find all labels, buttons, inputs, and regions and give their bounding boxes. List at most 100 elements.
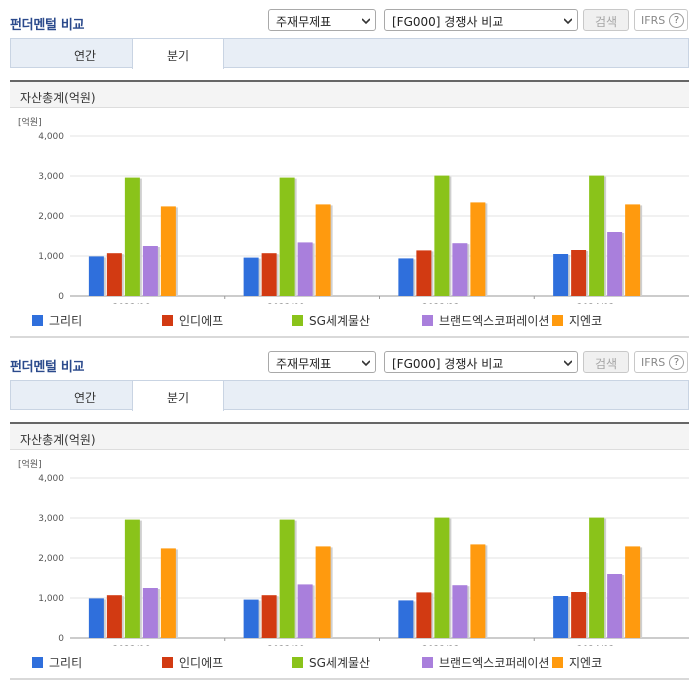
bar xyxy=(398,258,414,296)
bar xyxy=(398,600,414,638)
tab-annual[interactable]: 연간 xyxy=(73,49,97,63)
bar xyxy=(243,599,259,638)
x-tick-label: 2024/03 xyxy=(577,303,614,304)
bar xyxy=(160,206,176,296)
panel-title: 펀더멘털 비교 xyxy=(10,18,85,33)
legend-item[interactable]: 인디에프 xyxy=(162,654,223,671)
bar xyxy=(160,548,176,638)
bar xyxy=(607,574,623,638)
legend-swatch xyxy=(422,315,433,326)
bar xyxy=(571,592,587,638)
bar xyxy=(452,243,468,296)
bar-chart-svg: [억원] 0 1,000 2,000 3,000 4,000 2023/06 2023/09 2… xyxy=(18,116,689,304)
legend-label: 지엔코 xyxy=(569,314,603,328)
bar xyxy=(297,242,313,296)
bar xyxy=(625,546,641,638)
legend-item[interactable]: 브랜드엑스코퍼레이션 xyxy=(422,654,549,671)
bar xyxy=(589,175,605,296)
legend-swatch xyxy=(292,315,303,326)
topic-select[interactable]: 주재무제표 xyxy=(268,351,376,373)
topic-select-value: 주재무제표 xyxy=(276,15,332,29)
legend-item[interactable]: 지엔코 xyxy=(552,654,602,671)
y-tick-label: 2,000 xyxy=(38,554,64,564)
legend-label: 브랜드엑스코퍼레이션 xyxy=(439,656,550,670)
legend-label: SG세계물산 xyxy=(309,656,371,670)
bar xyxy=(470,544,486,638)
chart-title: 자산총계(억원) xyxy=(10,80,689,108)
tab-annual[interactable]: 연간 xyxy=(73,391,97,405)
bar xyxy=(142,588,158,638)
divider xyxy=(10,678,689,680)
legend-item[interactable]: 그리티 xyxy=(32,654,82,671)
legend-item[interactable]: SG세계물산 xyxy=(292,654,370,671)
legend-swatch xyxy=(32,657,43,668)
bar xyxy=(106,253,122,296)
legend-swatch xyxy=(552,657,563,668)
period-tabs: 연간 분기 xyxy=(10,38,689,69)
bar xyxy=(106,595,122,638)
legend-label: 인디에프 xyxy=(179,314,224,328)
y-tick-label: 1,000 xyxy=(38,594,64,604)
y-tick-label: 4,000 xyxy=(38,132,64,142)
bar xyxy=(243,257,259,296)
compare-select-value: [FG000] 경쟁사 비교 xyxy=(392,357,504,371)
bar xyxy=(607,232,623,296)
tab-quarterly[interactable]: 분기 xyxy=(132,39,224,69)
help-icon[interactable]: ? xyxy=(669,355,684,370)
legend-item[interactable]: SG세계물산 xyxy=(292,312,370,329)
legend-swatch xyxy=(32,315,43,326)
y-tick-label: 0 xyxy=(58,634,64,644)
bar xyxy=(88,256,104,296)
chart-title: 자산총계(억원) xyxy=(10,422,689,450)
compare-select[interactable]: [FG000] 경쟁사 비교 xyxy=(384,351,578,373)
legend-item[interactable]: 브랜드엑스코퍼레이션 xyxy=(422,312,549,329)
legend-item[interactable]: 그리티 xyxy=(32,312,82,329)
bar xyxy=(124,519,140,638)
bar xyxy=(589,517,605,638)
chevron-down-icon xyxy=(362,360,370,367)
x-tick-label: 2023/06 xyxy=(113,645,151,646)
chart-legend: 그리티 인디에프 SG세계물산 브랜드엑스코퍼레이션 지엔코 xyxy=(10,654,689,672)
bar xyxy=(297,584,313,638)
x-tick-label: 2023/12 xyxy=(422,303,459,304)
y-tick-label: 0 xyxy=(58,292,64,302)
bar-chart: [억원] 0 1,000 2,000 3,000 4,000 2023/06 2023/09 2… xyxy=(10,112,689,304)
chevron-down-icon xyxy=(564,360,572,367)
bar xyxy=(416,592,432,638)
y-tick-label: 4,000 xyxy=(38,474,64,484)
legend-item[interactable]: 인디에프 xyxy=(162,312,223,329)
topic-select-value: 주재무제표 xyxy=(276,357,332,371)
bar xyxy=(571,250,587,296)
divider xyxy=(10,336,689,338)
tab-quarterly[interactable]: 분기 xyxy=(132,381,224,411)
x-tick-label: 2023/06 xyxy=(113,303,151,304)
legend-label: 인디에프 xyxy=(179,656,224,670)
topic-select[interactable]: 주재무제표 xyxy=(268,9,376,31)
bar xyxy=(279,519,295,638)
x-tick-label: 2023/09 xyxy=(267,645,305,646)
legend-swatch xyxy=(552,315,563,326)
ifrs-label: IFRS xyxy=(641,356,666,369)
help-icon[interactable]: ? xyxy=(669,13,684,28)
search-button[interactable]: 검색 xyxy=(583,9,629,31)
search-button[interactable]: 검색 xyxy=(583,351,629,373)
legend-swatch xyxy=(162,315,173,326)
period-tabs: 연간 분기 xyxy=(10,380,689,411)
panel-title: 펀더멘털 비교 xyxy=(10,360,85,375)
bar-chart-svg: [억원] 0 1,000 2,000 3,000 4,000 2023/06 2023/09 2… xyxy=(18,458,689,646)
fundamental-compare-panel-2: 펀더멘털 비교 주재무제표 [FG000] 경쟁사 비교 검색 IFRS ? 연… xyxy=(0,342,696,684)
compare-select[interactable]: [FG000] 경쟁사 비교 xyxy=(384,9,578,31)
ifrs-button[interactable]: IFRS ? xyxy=(634,351,688,373)
fundamental-compare-panel-1: 펀더멘털 비교 주재무제표 [FG000] 경쟁사 비교 검색 IFRS ? 연… xyxy=(10,9,689,338)
unit-label: [억원] xyxy=(18,116,42,128)
y-tick-label: 3,000 xyxy=(38,172,64,182)
y-tick-label: 3,000 xyxy=(38,514,64,524)
bar xyxy=(434,175,450,296)
bar xyxy=(452,585,468,638)
ifrs-button[interactable]: IFRS ? xyxy=(634,9,688,31)
legend-swatch xyxy=(292,657,303,668)
legend-label: 그리티 xyxy=(49,314,83,328)
y-tick-label: 1,000 xyxy=(38,252,64,262)
ifrs-label: IFRS xyxy=(641,14,666,27)
legend-item[interactable]: 지엔코 xyxy=(552,312,602,329)
